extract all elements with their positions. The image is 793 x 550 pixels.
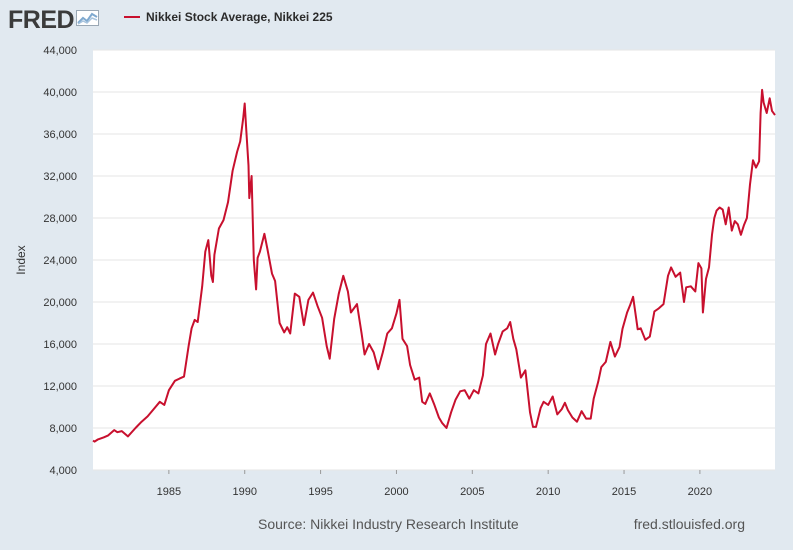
x-tick-label: 2015 — [612, 486, 636, 498]
y-axis-ticks: 4,000 8,000 12,000 16,000 20,000 24,000 28,000… — [43, 45, 77, 477]
x-tick-label: 2010 — [536, 486, 560, 498]
fred-credit-link[interactable]: fred.stlouisfed.org — [633, 516, 745, 532]
y-tick-label: 44,000 — [43, 45, 77, 57]
fred-logo-text: FRED — [8, 6, 75, 34]
x-tick-label: 2005 — [460, 486, 484, 498]
y-tick-label: 28,000 — [43, 213, 77, 225]
x-tick-label: 2020 — [688, 486, 712, 498]
series-group — [92, 88, 776, 443]
y-axis-label: Index — [14, 245, 28, 274]
x-tick-label: 1995 — [308, 486, 332, 498]
source-note: Source: Nikkei Industry Research Institu… — [258, 516, 519, 532]
x-axis-ticks: 1985 1990 1995 2000 2005 2010 2015 2020 — [157, 470, 712, 498]
legend-label: Nikkei Stock Average, Nikkei 225 — [146, 10, 333, 24]
series-line — [92, 88, 776, 443]
chart-legend: Nikkei Stock Average, Nikkei 225 — [124, 10, 333, 24]
line-chart-icon — [76, 8, 100, 33]
x-tick-label: 1990 — [232, 486, 256, 498]
y-tick-label: 16,000 — [43, 339, 77, 351]
y-tick-label: 8,000 — [49, 423, 77, 435]
fred-logo[interactable]: FRED — [8, 6, 100, 34]
y-tick-label: 4,000 — [49, 465, 77, 477]
y-tick-label: 24,000 — [43, 255, 77, 267]
chart-grid — [93, 49, 775, 471]
x-tick-label: 1985 — [157, 486, 181, 498]
y-tick-label: 32,000 — [43, 171, 77, 183]
x-tick-label: 2000 — [384, 486, 408, 498]
legend-swatch — [124, 16, 140, 18]
y-tick-label: 20,000 — [43, 297, 77, 309]
y-tick-label: 40,000 — [43, 87, 77, 99]
y-tick-label: 12,000 — [43, 381, 77, 393]
y-tick-label: 36,000 — [43, 129, 77, 141]
